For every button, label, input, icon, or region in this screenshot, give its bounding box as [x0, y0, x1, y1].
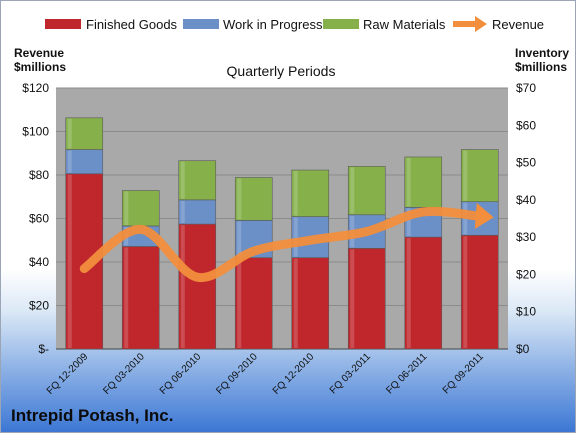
right-tick-label: $20 [516, 267, 536, 281]
left-tick-label: $80 [29, 168, 49, 182]
legend-swatch-work-in-progress [183, 19, 219, 29]
right-tick-label: $60 [516, 118, 536, 132]
legend-label-raw-materials: Raw Materials [363, 17, 446, 32]
bar-highlight [294, 218, 298, 257]
legend-label-finished-goods: Finished Goods [86, 17, 178, 32]
left-axis-title-line1: Revenue [14, 46, 64, 60]
bar-highlight [463, 151, 467, 201]
bar-highlight [68, 175, 72, 348]
bar-highlight [181, 201, 185, 223]
category-label: FQ 03-2010 [101, 351, 147, 397]
category-label: FQ 12-2009 [45, 351, 91, 397]
left-tick-label: $120 [22, 81, 49, 95]
left-tick-label: $20 [29, 299, 49, 313]
category-label: FQ 06-2010 [158, 351, 204, 397]
category-label: FQ 12-2010 [271, 351, 317, 397]
company-name: Intrepid Potash, Inc. [11, 406, 173, 425]
category-label: FQ 09-2011 [441, 351, 486, 396]
bar-highlight [237, 259, 241, 348]
legend-label-work-in-progress: Work in Progress [223, 17, 323, 32]
bar-highlight [181, 225, 185, 348]
bar-highlight [407, 238, 411, 348]
legend-arrowhead-revenue [475, 16, 487, 32]
left-tick-label: $60 [29, 212, 49, 226]
left-axis-title-line2: $millions [14, 60, 66, 74]
right-axis-ticks: $0 $10 $20 $30 $40 $50 $60 $70 [516, 81, 536, 356]
bar-highlight [294, 171, 298, 216]
bar-highlight [237, 178, 241, 219]
category-label: FQ 06-2011 [384, 351, 429, 396]
right-axis-title-line1: Inventory [515, 46, 569, 60]
left-tick-label: $100 [22, 125, 49, 139]
bar-highlight [407, 158, 411, 206]
legend: Finished Goods Work in Progress Raw Mate… [45, 16, 544, 32]
bar-highlight [68, 119, 72, 149]
right-axis-title-line2: $millions [515, 60, 567, 74]
legend-swatch-raw-materials [323, 19, 359, 29]
bar-highlight [237, 221, 241, 256]
right-tick-label: $30 [516, 230, 536, 244]
left-tick-label: $40 [29, 255, 49, 269]
right-tick-label: $40 [516, 193, 536, 207]
bar-highlight [181, 162, 185, 199]
category-label: FQ 09-2010 [214, 351, 260, 397]
left-tick-label: $- [38, 342, 49, 356]
bar-highlight [68, 151, 72, 173]
right-tick-label: $0 [516, 342, 530, 356]
right-tick-label: $70 [516, 81, 536, 95]
bar-highlight [124, 247, 128, 348]
bar-highlight [294, 259, 298, 348]
chart-subtitle: Quarterly Periods [227, 63, 336, 79]
right-tick-label: $10 [516, 305, 536, 319]
legend-swatch-finished-goods [45, 19, 81, 29]
bar-highlight [350, 167, 354, 213]
left-axis-ticks: $- $20 $40 $60 $80 $100 $120 [22, 81, 49, 356]
bar-highlight [350, 249, 354, 348]
right-tick-label: $50 [516, 156, 536, 170]
category-label: FQ 03-2011 [328, 351, 373, 396]
legend-label-revenue: Revenue [492, 17, 544, 32]
bar-highlight [463, 236, 467, 348]
bar-highlight [124, 192, 128, 225]
